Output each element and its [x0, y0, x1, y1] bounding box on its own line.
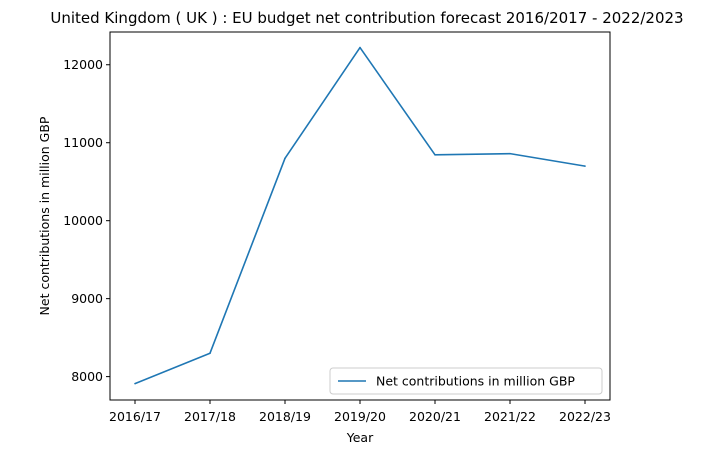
x-axis-label: Year	[346, 430, 374, 445]
x-tick-label: 2016/17	[109, 409, 161, 424]
chart-title: United Kingdom ( UK ) : EU budget net co…	[50, 9, 683, 27]
y-tick-label: 12000	[63, 57, 103, 72]
y-tick-label: 10000	[63, 213, 103, 228]
data-point	[134, 382, 136, 385]
data-point	[584, 165, 586, 167]
y-tick-label: 8000	[71, 369, 103, 384]
x-axis: 2016/17 2017/18 2018/19 2019/20 2020/21 2021/…	[109, 400, 611, 424]
series-line	[134, 46, 586, 385]
y-tick-label: 9000	[71, 291, 103, 306]
data-point	[359, 46, 361, 49]
y-tick-label: 11000	[63, 135, 103, 150]
x-tick-label: 2020/21	[409, 409, 461, 424]
legend-box	[329, 367, 603, 395]
data-point	[209, 352, 211, 355]
x-tick-label: 2019/20	[334, 409, 386, 424]
x-tick-label: 2018/19	[259, 409, 311, 424]
y-axis: 8000 9000 10000 11000 12000	[63, 57, 110, 384]
data-point	[509, 152, 511, 155]
legend-label: Net contributions in million GBP	[376, 374, 575, 389]
legend: Net contributions in million GBP	[329, 367, 603, 395]
data-point	[434, 153, 436, 156]
x-tick-label: 2022/23	[559, 409, 611, 424]
plot-frame	[109, 31, 611, 401]
series-group	[134, 46, 586, 385]
y-axis-label: Net contributions in million GBP	[37, 116, 52, 315]
x-tick-label: 2021/22	[484, 409, 536, 424]
x-tick-label: 2017/18	[184, 409, 236, 424]
data-point	[284, 157, 286, 160]
